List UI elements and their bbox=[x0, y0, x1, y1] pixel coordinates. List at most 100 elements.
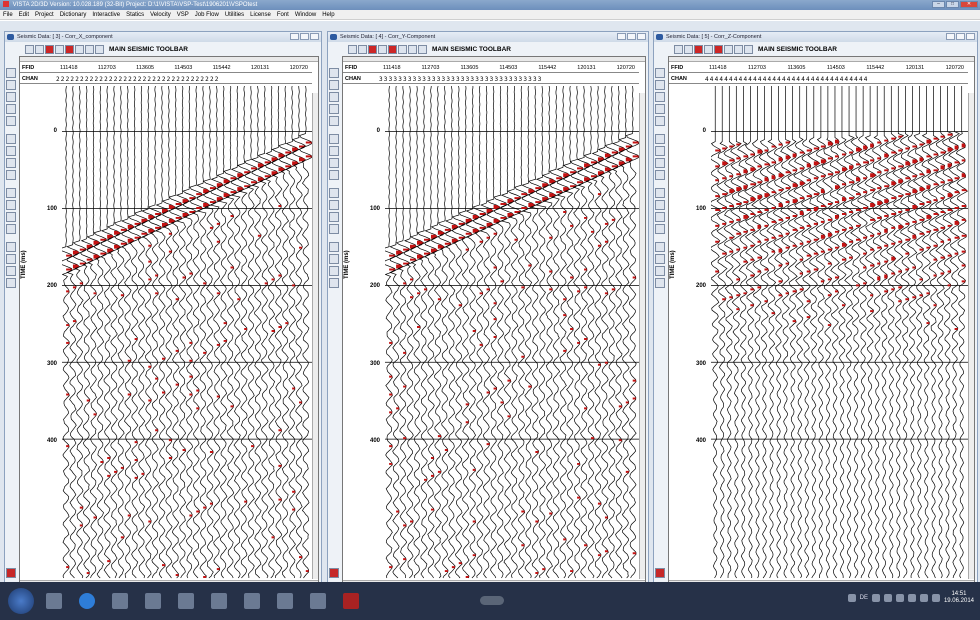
side-filter-icon[interactable] bbox=[329, 146, 339, 156]
menu-license[interactable]: License bbox=[250, 11, 271, 18]
side-pan-icon[interactable] bbox=[655, 104, 665, 114]
trace-canvas[interactable] bbox=[711, 86, 968, 579]
toolbar-wiggle-icon[interactable] bbox=[714, 44, 723, 54]
toolbar-settings-icon[interactable] bbox=[418, 44, 427, 54]
toolbar-color-icon[interactable] bbox=[368, 44, 377, 54]
notes-icon[interactable] bbox=[244, 593, 260, 609]
start-button[interactable] bbox=[8, 588, 34, 614]
battery-icon[interactable] bbox=[907, 594, 916, 602]
volume-icon[interactable] bbox=[895, 594, 904, 602]
side-measure-icon[interactable] bbox=[655, 266, 665, 276]
minimize-button[interactable] bbox=[946, 33, 955, 40]
side-measure-icon[interactable] bbox=[6, 266, 16, 276]
toolbar-grid-icon[interactable] bbox=[348, 44, 357, 54]
menu-project[interactable]: Project bbox=[35, 11, 54, 18]
side-spectrum-icon[interactable] bbox=[6, 170, 16, 180]
toolbar-settings-icon[interactable] bbox=[95, 44, 104, 54]
maximize-button[interactable]: □ bbox=[946, 1, 959, 8]
side-info-icon[interactable] bbox=[329, 278, 339, 288]
menu-help[interactable]: Help bbox=[322, 11, 335, 18]
menu-utilities[interactable]: Utilities bbox=[224, 11, 245, 18]
top-scrollbar[interactable] bbox=[20, 57, 318, 62]
media-player-icon[interactable] bbox=[112, 593, 128, 609]
side-gain-icon[interactable] bbox=[6, 134, 16, 144]
shield-icon[interactable] bbox=[883, 594, 892, 602]
trace-canvas[interactable] bbox=[62, 86, 312, 579]
side-header-icon[interactable] bbox=[6, 158, 16, 168]
side-select-icon[interactable] bbox=[329, 68, 339, 78]
menu-edit[interactable]: Edit bbox=[18, 11, 30, 18]
toolbar-zoom-icon[interactable] bbox=[704, 44, 713, 54]
side-zoom-in-icon[interactable] bbox=[655, 80, 665, 90]
side-pick-icon[interactable] bbox=[329, 224, 339, 234]
side-spectrum-icon[interactable] bbox=[329, 170, 339, 180]
side-select-icon[interactable] bbox=[655, 68, 665, 78]
keyboard-layout-icon[interactable] bbox=[871, 594, 880, 602]
menu-velocity[interactable]: Velocity bbox=[150, 11, 171, 18]
menu-statics[interactable]: Statics bbox=[126, 11, 145, 18]
toolbar-grid-icon[interactable] bbox=[674, 44, 683, 54]
notification-icon[interactable] bbox=[931, 594, 940, 602]
trace-canvas[interactable] bbox=[385, 86, 639, 579]
close-button[interactable]: ✕ bbox=[960, 1, 978, 8]
side-zoom-out-icon[interactable] bbox=[6, 92, 16, 102]
side-zoom-out-icon[interactable] bbox=[329, 92, 339, 102]
minimize-button[interactable]: – bbox=[932, 1, 945, 8]
internet-explorer-icon[interactable] bbox=[79, 593, 95, 609]
close-button[interactable] bbox=[637, 33, 646, 40]
side-close-view-icon[interactable] bbox=[655, 568, 665, 578]
close-button[interactable] bbox=[966, 33, 975, 40]
vertical-scrollbar[interactable] bbox=[639, 93, 645, 579]
toolbar-color-icon[interactable] bbox=[694, 44, 703, 54]
clock[interactable]: 14:51 19.06.2014 bbox=[944, 591, 974, 605]
menu-dictionary[interactable]: Dictionary bbox=[59, 11, 87, 18]
browser-globe-icon[interactable] bbox=[46, 593, 62, 609]
chart-app-icon[interactable] bbox=[211, 593, 227, 609]
side-mute-icon[interactable] bbox=[329, 200, 339, 210]
toolbar-scissors-icon[interactable] bbox=[684, 44, 693, 54]
toolbar-wiggle-icon[interactable] bbox=[65, 44, 74, 54]
side-select-icon[interactable] bbox=[6, 68, 16, 78]
side-header-icon[interactable] bbox=[655, 158, 665, 168]
menu-file[interactable]: File bbox=[3, 11, 13, 18]
toolbar-zoom-icon[interactable] bbox=[55, 44, 64, 54]
side-pan-icon[interactable] bbox=[329, 104, 339, 114]
toolbar-pick-icon[interactable] bbox=[724, 44, 733, 54]
side-layer-icon[interactable] bbox=[655, 242, 665, 252]
toolbar-color-icon[interactable] bbox=[45, 44, 54, 54]
toolbar-export-icon[interactable] bbox=[85, 44, 94, 54]
menu-window[interactable]: Window bbox=[294, 11, 317, 18]
wifi-icon[interactable] bbox=[919, 594, 928, 602]
toolbar-wiggle-icon[interactable] bbox=[388, 44, 397, 54]
vista-taskbar-icon[interactable] bbox=[343, 593, 359, 609]
side-trace-icon[interactable] bbox=[6, 116, 16, 126]
side-measure-icon[interactable] bbox=[329, 266, 339, 276]
side-filter-icon[interactable] bbox=[655, 146, 665, 156]
side-velocity-icon[interactable] bbox=[655, 188, 665, 198]
restore-button[interactable] bbox=[300, 33, 309, 40]
side-mute-icon[interactable] bbox=[6, 200, 16, 210]
side-pick-icon[interactable] bbox=[655, 224, 665, 234]
side-spectrum-icon[interactable] bbox=[655, 170, 665, 180]
menu-font[interactable]: Font bbox=[276, 11, 289, 18]
toolbar-export-icon[interactable] bbox=[408, 44, 417, 54]
side-zoom-in-icon[interactable] bbox=[329, 80, 339, 90]
toolbar-scissors-icon[interactable] bbox=[35, 44, 44, 54]
side-info-icon[interactable] bbox=[655, 278, 665, 288]
side-pan-icon[interactable] bbox=[6, 104, 16, 114]
side-velocity-icon[interactable] bbox=[329, 188, 339, 198]
side-filter-icon[interactable] bbox=[6, 146, 16, 156]
toolbar-pick-icon[interactable] bbox=[398, 44, 407, 54]
side-close-view-icon[interactable] bbox=[329, 568, 339, 578]
side-statics-icon[interactable] bbox=[655, 212, 665, 222]
keyboard-icon[interactable] bbox=[480, 596, 504, 605]
side-velocity-icon[interactable] bbox=[6, 188, 16, 198]
menu-job-flow[interactable]: Job Flow bbox=[194, 11, 219, 18]
side-trace-icon[interactable] bbox=[655, 116, 665, 126]
image-viewer-icon[interactable] bbox=[178, 593, 194, 609]
top-scrollbar[interactable] bbox=[343, 57, 645, 62]
minimize-button[interactable] bbox=[617, 33, 626, 40]
side-gain-icon[interactable] bbox=[329, 134, 339, 144]
side-header-icon[interactable] bbox=[329, 158, 339, 168]
toolbar-pick-icon[interactable] bbox=[75, 44, 84, 54]
